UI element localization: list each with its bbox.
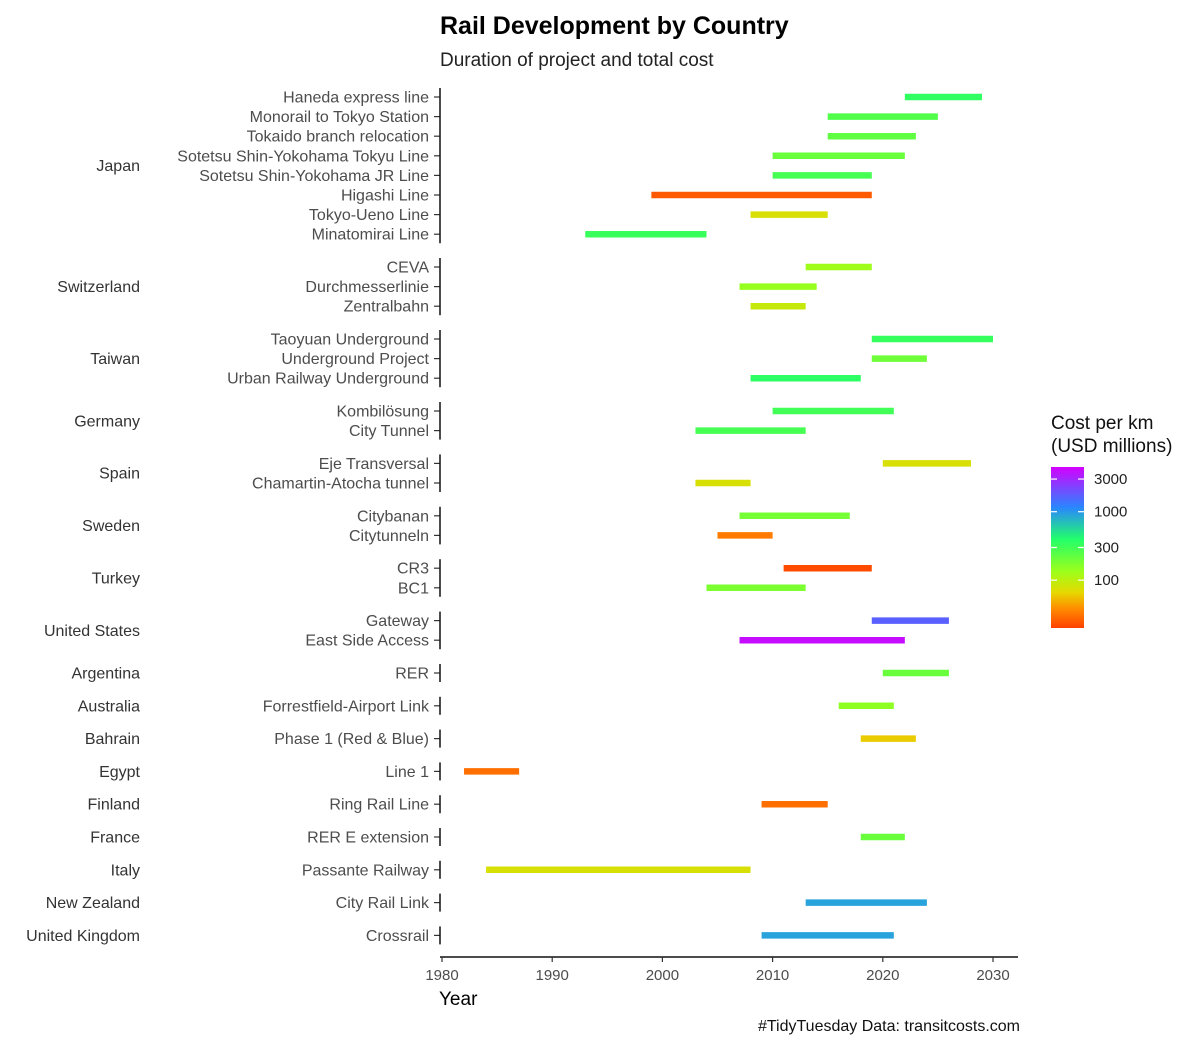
x-axis-title: Year	[439, 989, 478, 1010]
project-label: Passante Railway	[302, 862, 429, 879]
country-label: Japan	[96, 158, 140, 175]
project-label: Forrestfield-Airport Link	[263, 698, 430, 715]
project-label: Kombilösung	[337, 404, 430, 421]
chart-title: Rail Development by Country	[440, 12, 789, 40]
plot-area: Haneda express line Monorail to Tokyo Sta…	[26, 88, 1018, 1010]
project-label: CEVA	[387, 260, 430, 277]
country-label: United States	[44, 623, 140, 640]
chart-subtitle: Duration of project and total cost	[440, 50, 714, 71]
project-label: Urban Railway Underground	[227, 371, 429, 388]
project-label: RER	[395, 666, 429, 683]
project-label: Durchmesserlinie	[305, 279, 429, 296]
legend-title-line1: Cost per km	[1051, 413, 1154, 434]
project-label: Citytunneln	[349, 528, 429, 545]
legend-title-line2: (USD millions)	[1051, 436, 1173, 457]
project-label: Ring Rail Line	[329, 797, 429, 814]
country-label: Finland	[88, 797, 140, 814]
project-label: East Side Access	[305, 633, 429, 650]
project-label: Underground Project	[281, 351, 429, 368]
country-label: United Kingdom	[26, 928, 140, 945]
legend-title: Cost per km (USD millions)	[1051, 412, 1172, 458]
country-label: Egypt	[99, 764, 140, 781]
project-label: Eje Transversal	[319, 456, 429, 473]
country-label: Switzerland	[57, 279, 140, 296]
cost-legend: 3000 1000 300 100	[1051, 467, 1127, 628]
country-label: Germany	[74, 413, 140, 430]
x-tick-label: 2020	[866, 967, 899, 984]
x-tick-label: 2030	[976, 967, 1009, 984]
project-label: Citybanan	[357, 508, 429, 525]
project-label: Phase 1 (Red & Blue)	[274, 731, 429, 748]
project-label: Chamartin-Atocha tunnel	[252, 476, 429, 493]
legend-tick-label: 3000	[1094, 471, 1127, 488]
project-label: City Tunnel	[349, 423, 429, 440]
project-label: Monorail to Tokyo Station	[250, 109, 429, 126]
project-label: Sotetsu Shin-Yokohama JR Line	[199, 168, 429, 185]
caption: #TidyTuesday Data: transitcosts.com	[757, 1018, 1020, 1035]
country-label: Italy	[111, 862, 140, 879]
country-label: Turkey	[92, 571, 140, 588]
project-label: Line 1	[385, 764, 429, 781]
project-label: Crossrail	[366, 928, 429, 945]
project-label: City Rail Link	[336, 895, 430, 912]
x-tick-label: 2000	[646, 967, 679, 984]
legend-tick-label: 1000	[1094, 504, 1127, 521]
country-label: Argentina	[72, 666, 141, 683]
x-tick-label: 1980	[425, 967, 458, 984]
country-label: Spain	[99, 466, 140, 483]
project-label: CR3	[397, 561, 429, 578]
project-label: RER E extension	[307, 830, 429, 847]
project-label: Minatomirai Line	[312, 227, 429, 244]
project-label: Tokyo-Ueno Line	[309, 207, 429, 224]
project-label: Tokaido branch relocation	[247, 129, 429, 146]
country-label: France	[90, 830, 140, 847]
country-label: Taiwan	[90, 351, 140, 368]
project-label: Zentralbahn	[344, 299, 429, 316]
legend-tick-label: 100	[1094, 572, 1119, 589]
project-label: Taoyuan Underground	[271, 332, 429, 349]
country-label: Bahrain	[85, 731, 140, 748]
project-label: Higashi Line	[341, 188, 429, 205]
project-label: Haneda express line	[283, 90, 429, 107]
project-label: Gateway	[366, 613, 429, 630]
country-label: New Zealand	[46, 895, 140, 912]
country-label: Australia	[78, 698, 140, 715]
legend-tick-label: 300	[1094, 540, 1119, 557]
x-tick-label: 1990	[536, 967, 569, 984]
project-label: BC1	[398, 580, 429, 597]
project-label: Sotetsu Shin-Yokohama Tokyu Line	[177, 148, 429, 165]
country-label: Sweden	[82, 518, 140, 535]
x-tick-label: 2010	[756, 967, 789, 984]
